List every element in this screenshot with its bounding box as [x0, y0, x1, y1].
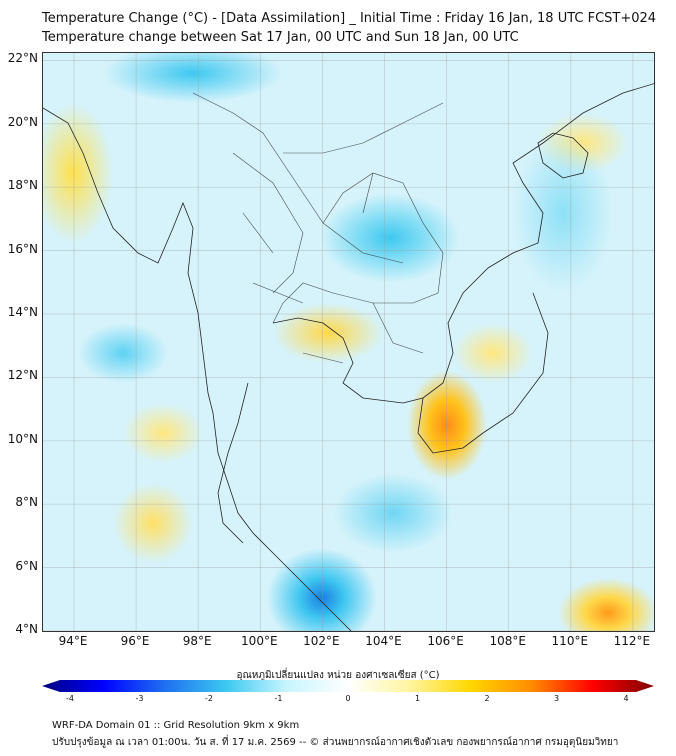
lon-label: 106°E [427, 634, 464, 648]
lat-label: 4°N [15, 622, 38, 636]
graticule [43, 53, 654, 631]
lon-label: 108°E [489, 634, 526, 648]
lon-label: 94°E [58, 634, 88, 648]
lat-label: 6°N [15, 558, 38, 573]
colorbar-tick: -3 [135, 694, 144, 703]
lat-label: 14°N [7, 305, 38, 319]
footer-model-info: WRF-DA Domain 01 :: Grid Resolution 9km … [52, 720, 300, 731]
coastlines [43, 83, 654, 631]
colorbar-fill [42, 680, 654, 692]
lat-label: 18°N [7, 178, 38, 193]
colorbar-tick: 4 [623, 694, 629, 703]
map-overlay [43, 53, 654, 631]
colorbar-tick: 3 [553, 694, 560, 703]
lon-label: 98°E [182, 634, 212, 648]
lat-label: 22°N [7, 51, 38, 66]
colorbar [42, 680, 654, 692]
lat-label: 8°N [15, 495, 38, 510]
lon-label: 110°E [551, 634, 589, 648]
lon-label: 100°E [241, 634, 278, 648]
lat-label: 16°N [7, 241, 38, 256]
chart-subtitle: Temperature change between Sat 17 Jan, 0… [42, 30, 519, 45]
colorbar-tick: -2 [205, 694, 213, 703]
colorbar-tick: 0 [345, 694, 351, 703]
chart-title: Temperature Change (°C) - [Data Assimila… [42, 11, 657, 26]
province-boundaries [192, 92, 444, 364]
colorbar-label: อุณหภูมิเปลี่ยนแปลง หน่วย องศาเซลเซียส (… [236, 670, 440, 681]
lat-label: 12°N [7, 368, 38, 383]
colorbar-tick: 1 [414, 694, 421, 703]
lon-label: 96°E [120, 634, 150, 648]
lon-label: 112°E [613, 634, 651, 648]
lat-label: 10°N [7, 431, 38, 446]
colorbar-tick: 2 [484, 694, 490, 703]
lon-label: 102°E [303, 634, 340, 648]
lon-label: 104°E [365, 634, 402, 648]
colorbar-tick: -4 [66, 694, 74, 703]
temperature-change-map [42, 52, 655, 632]
lat-label: 20°N [7, 114, 38, 129]
colorbar-tick: -1 [274, 694, 283, 703]
footer-update-info: ปรับปรุงข้อมูล ณ เวลา 01:00น. วัน ส. ที่… [52, 737, 619, 748]
